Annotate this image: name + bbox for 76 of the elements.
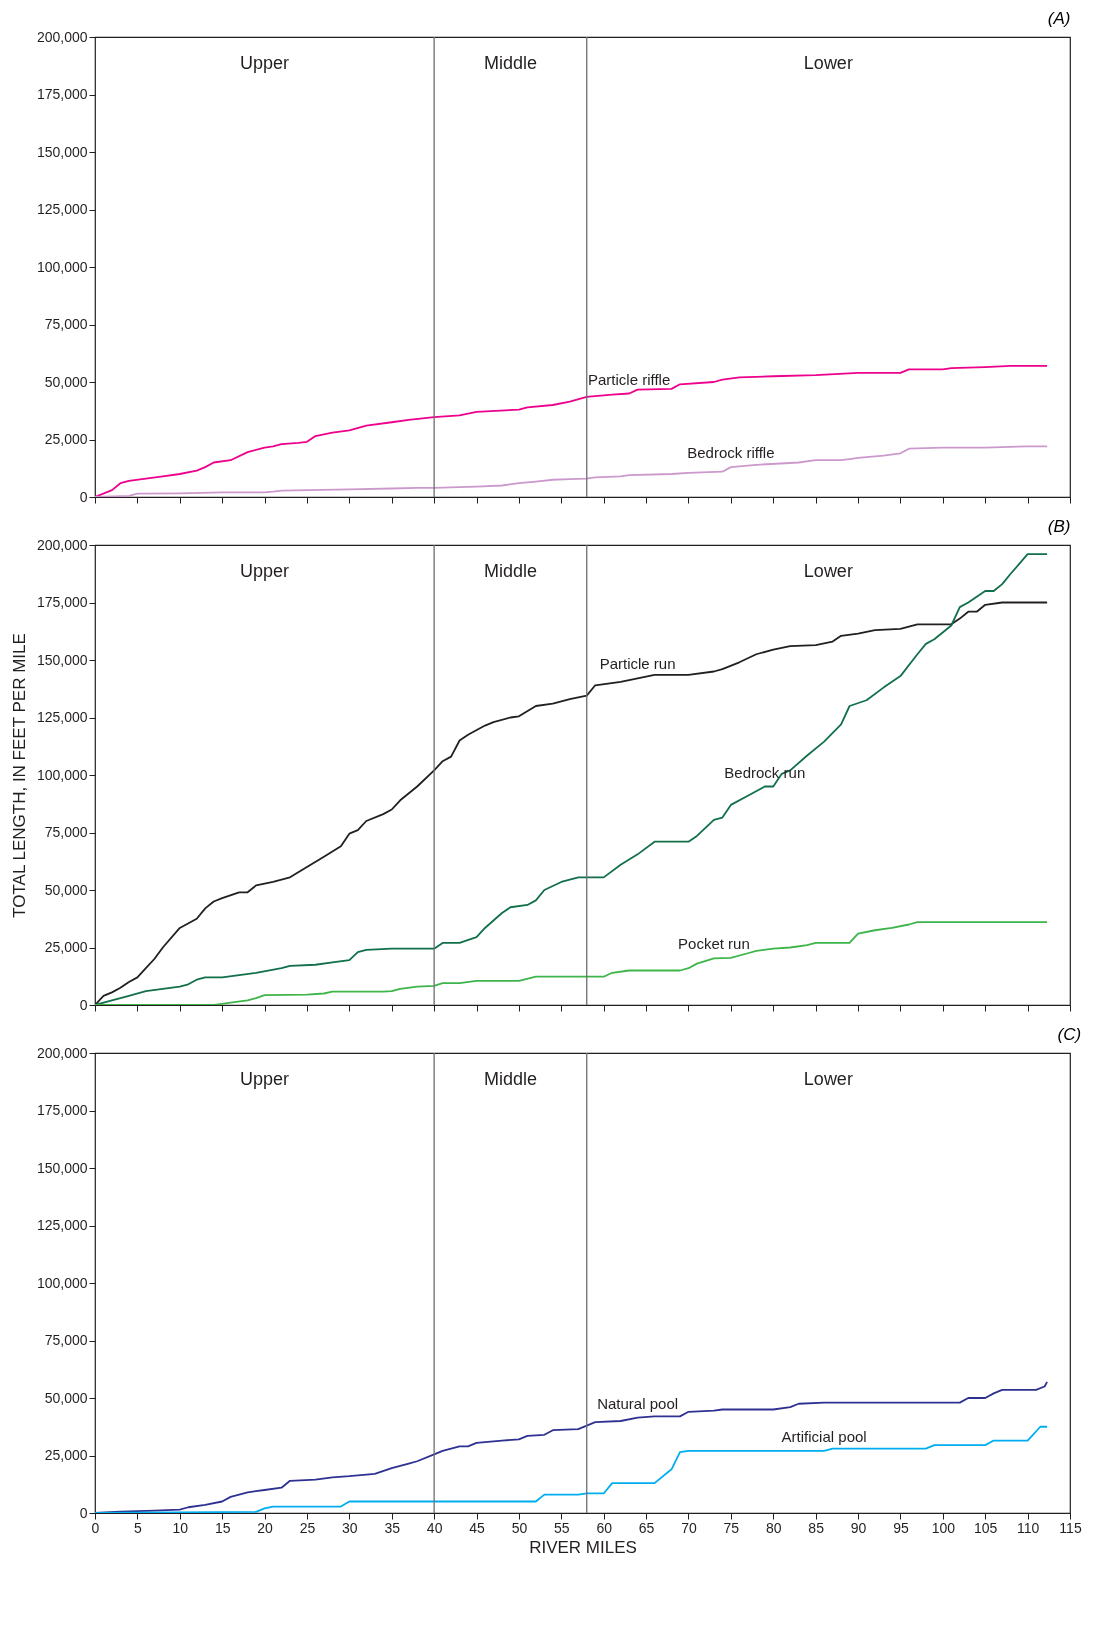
x-axis-title: RIVER MILES bbox=[529, 1537, 637, 1557]
y-tick-label: 0 bbox=[79, 1504, 88, 1521]
annotation: Upper bbox=[240, 561, 290, 581]
x-tick-label: 35 bbox=[384, 1519, 401, 1536]
y-tick-label: 125,000 bbox=[36, 709, 88, 725]
y-tick-label: 200,000 bbox=[36, 536, 88, 553]
x-tick-label: 25 bbox=[299, 1519, 316, 1536]
x-tick-label: 115 bbox=[1059, 1519, 1082, 1536]
chart-title: (B) bbox=[1047, 517, 1071, 536]
series-label: Particle run bbox=[599, 655, 676, 673]
x-tick-label: 80 bbox=[765, 1519, 782, 1536]
x-tick-label: 30 bbox=[342, 1519, 358, 1536]
y-tick-label: 50,000 bbox=[44, 373, 88, 390]
annotation: Lower bbox=[803, 53, 853, 73]
y-tick-label: 175,000 bbox=[36, 594, 88, 610]
line-series bbox=[95, 1425, 1049, 1513]
y-tick-label: 150,000 bbox=[36, 143, 88, 160]
x-tick-label: 10 bbox=[172, 1519, 189, 1536]
series-label: Particle riffle bbox=[588, 370, 671, 388]
x-tick-label: 100 bbox=[931, 1519, 956, 1536]
y-tick-label: 0 bbox=[79, 488, 88, 505]
y-tick-label: 100,000 bbox=[36, 1274, 88, 1291]
line-series bbox=[95, 365, 1049, 497]
y-tick-label: 75,000 bbox=[44, 316, 88, 332]
x-tick-label: 5 bbox=[133, 1519, 142, 1536]
y-tick-label: 50,000 bbox=[44, 1389, 88, 1406]
annotation: Middle bbox=[483, 53, 537, 73]
y-tick-label: 100,000 bbox=[36, 258, 88, 275]
y-tick-label: 25,000 bbox=[44, 939, 88, 955]
y-tick-label: 200,000 bbox=[36, 1044, 88, 1061]
x-tick-label: 15 bbox=[214, 1519, 231, 1536]
x-tick-label: 20 bbox=[257, 1519, 274, 1536]
x-tick-label: 105 bbox=[974, 1519, 998, 1536]
y-tick-label: 100,000 bbox=[36, 766, 88, 783]
y-tick-label: 0 bbox=[79, 996, 88, 1013]
x-tick-label: 55 bbox=[554, 1519, 570, 1536]
chart-title: (A) bbox=[1047, 9, 1071, 28]
line-series bbox=[95, 445, 1049, 497]
series-label: Bedrock riffle bbox=[687, 444, 775, 462]
x-tick-label: 95 bbox=[893, 1519, 909, 1536]
x-tick-label: 75 bbox=[723, 1519, 740, 1536]
y-tick-label: 25,000 bbox=[44, 1447, 88, 1463]
annotation: Upper bbox=[240, 53, 290, 73]
y-tick-label: 175,000 bbox=[36, 1102, 88, 1118]
y-tick-label: 75,000 bbox=[44, 1332, 88, 1348]
series-label: Artificial pool bbox=[781, 1427, 867, 1445]
line-series bbox=[95, 921, 1049, 1005]
x-tick-label: 40 bbox=[426, 1519, 443, 1536]
annotation: Upper bbox=[240, 1069, 290, 1089]
annotation: Lower bbox=[803, 561, 853, 581]
series-label: Pocket run bbox=[678, 935, 750, 953]
y-tick-label: 50,000 bbox=[44, 881, 88, 898]
x-tick-label: 85 bbox=[808, 1519, 825, 1536]
y-tick-label: 125,000 bbox=[36, 1217, 88, 1233]
annotation: Middle bbox=[483, 1069, 537, 1089]
x-tick-label: 110 bbox=[1016, 1519, 1040, 1536]
series-label: Natural pool bbox=[597, 1394, 679, 1412]
y-tick-label: 25,000 bbox=[44, 431, 88, 447]
x-tick-label: 60 bbox=[596, 1519, 613, 1536]
y-tick-label: 175,000 bbox=[36, 86, 88, 102]
x-tick-label: 45 bbox=[469, 1519, 486, 1536]
y-tick-label: 75,000 bbox=[44, 824, 88, 840]
x-tick-label: 70 bbox=[681, 1519, 697, 1536]
chart-title: (C) bbox=[1057, 1025, 1082, 1044]
x-tick-label: 90 bbox=[850, 1519, 867, 1536]
y-tick-label: 150,000 bbox=[36, 651, 88, 668]
x-tick-label: 65 bbox=[638, 1519, 655, 1536]
annotation: Middle bbox=[483, 561, 537, 581]
y-tick-label: 125,000 bbox=[36, 201, 88, 217]
annotation: Lower bbox=[803, 1069, 853, 1089]
x-tick-label: 50 bbox=[511, 1519, 528, 1536]
x-tick-label: 0 bbox=[91, 1519, 100, 1536]
series-label: Bedrock run bbox=[724, 763, 806, 781]
y-tick-label: 150,000 bbox=[36, 1159, 88, 1176]
y-tick-label: 200,000 bbox=[36, 28, 88, 45]
y-axis-title: TOTAL LENGTH, IN FEET PER MILE bbox=[9, 633, 29, 918]
